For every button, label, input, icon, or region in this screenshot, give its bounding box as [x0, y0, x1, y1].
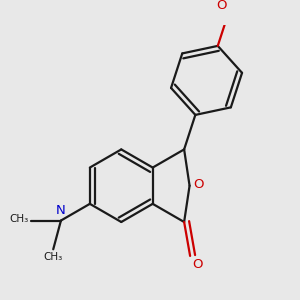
Text: O: O — [216, 0, 226, 12]
Text: O: O — [193, 257, 203, 271]
Text: N: N — [56, 204, 66, 217]
Text: O: O — [194, 178, 204, 190]
Text: CH₃: CH₃ — [44, 252, 63, 262]
Text: CH₃: CH₃ — [9, 214, 29, 224]
